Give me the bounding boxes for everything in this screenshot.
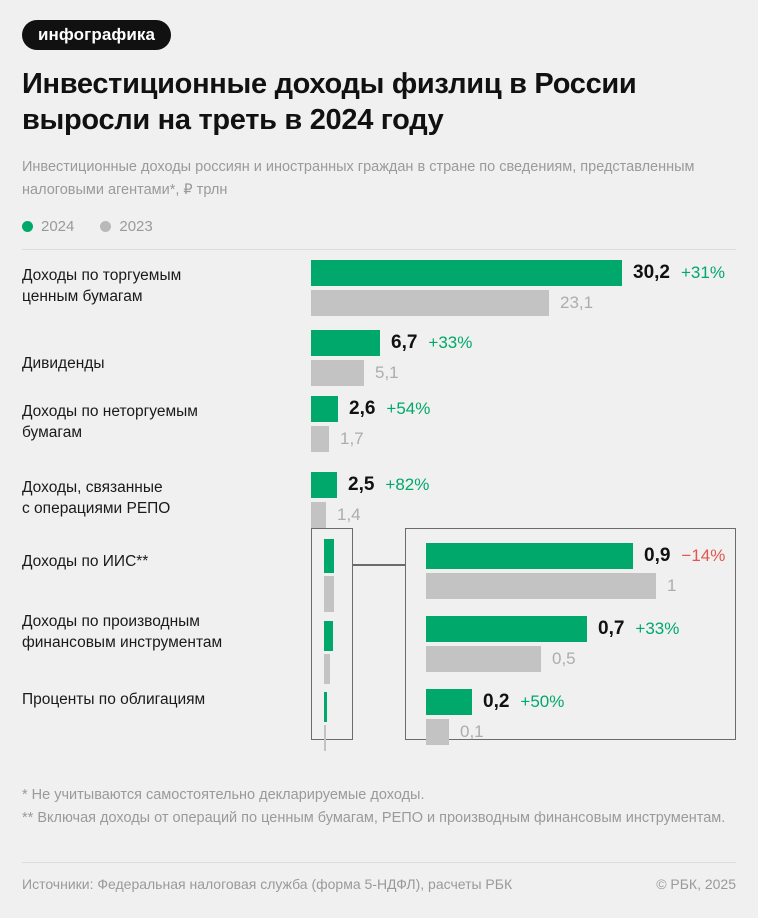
change-badge: −14%: [681, 546, 726, 566]
bar-2023: 1,4: [311, 502, 361, 529]
row-label-line1: Доходы по ИИС**: [22, 553, 149, 571]
row-label-line2: финансовым инструментам: [22, 634, 223, 652]
row-label: Доходы по ИИС**: [22, 552, 302, 573]
bar-2024: 0,2 +50%: [426, 689, 564, 716]
header-divider: [22, 249, 736, 251]
page-subtitle: Инвестиционные доходы россиян и иностран…: [22, 159, 695, 199]
legend-item-2024: 2024: [22, 218, 74, 235]
legend-label-2023: 2023: [119, 218, 153, 236]
bar-2024: 2,6 +54%: [311, 396, 430, 423]
zoom-row-iis: 0,9 −14% 1: [426, 543, 725, 600]
bar-value-2024: 2,6 +54%: [349, 398, 431, 420]
row-label: Дивиденды: [22, 354, 302, 375]
zoom-row-pfi: 0,7 +33% 0,5: [426, 616, 679, 673]
legend-dot-2024-icon: [22, 221, 33, 233]
row-label: Доходы по производным финансовым инструм…: [22, 612, 302, 654]
row-label-line1: Доходы по производным: [22, 613, 200, 631]
bar-value-2024: 30,2 +31%: [633, 262, 725, 284]
bar-value-2024: 6,7 +33%: [391, 332, 473, 354]
badge-row: инфографика: [22, 0, 736, 50]
source-text: Источники: Федеральная налоговая служба …: [22, 876, 513, 892]
bar-value-2023: 1,7: [340, 429, 364, 449]
mini-bar-2024-bond: [324, 692, 327, 723]
change-badge: +82%: [385, 475, 430, 495]
row-label: Доходы по торгуемым ценным бумагам: [22, 266, 302, 308]
bar-value-2024: 0,2 +50%: [483, 691, 565, 713]
magnifier-zoom-box: 0,9 −14% 1 0,7 +33% 0,5: [405, 528, 736, 746]
bar-2023: 1,7: [311, 426, 364, 453]
row-label-line2: с операциями РЕПО: [22, 500, 171, 518]
bar-2024: 0,7 +33%: [426, 616, 679, 643]
bar-value-2023: 23,1: [560, 293, 594, 313]
bar-value-2024: 0,9 −14%: [644, 545, 726, 567]
bar-value-2024: 0,7 +33%: [598, 618, 680, 640]
row-bars: 6,7 +33% 5,1: [311, 330, 472, 387]
bar-value-2023: 1: [667, 576, 677, 596]
row-label-line1: Дивиденды: [22, 355, 105, 373]
legend-dot-2023-icon: [100, 221, 112, 233]
change-badge: +50%: [520, 692, 565, 712]
bar-2024: 2,5 +82%: [311, 472, 429, 499]
change-badge: +33%: [635, 619, 680, 639]
legend-item-2023: 2023: [100, 218, 153, 236]
mini-bar-2024-pfi: [324, 621, 333, 652]
bar-value-2023: 1,4: [337, 505, 361, 525]
bar-value-2023: 0,5: [552, 649, 576, 669]
row-label: Доходы по неторгуемым бумагам: [22, 402, 302, 444]
footnote-2: ** Включая доходы от операций по ценным …: [22, 810, 726, 827]
row-label-line1: Доходы по торгуемым: [22, 267, 182, 285]
bar-2024: 30,2 +31%: [311, 260, 725, 287]
row-bars: 2,6 +54% 1,7: [311, 396, 430, 453]
mini-bar-2023-bond: [324, 725, 326, 752]
row-label-line2: бумагам: [22, 424, 82, 442]
row-label-line1: Проценты по облигациям: [22, 691, 206, 709]
row-label: Доходы, связанные с операциями РЕПО: [22, 478, 302, 520]
zoom-row-bonds: 0,2 +50% 0,1: [426, 689, 656, 746]
row-bars: 30,2 +31% 23,1: [311, 260, 725, 317]
footnote-1: * Не учитываются самостоятельно декларир…: [22, 787, 425, 803]
row-bars: 2,5 +82% 1,4: [311, 472, 429, 529]
footnotes: * Не учитываются самостоятельно декларир…: [22, 784, 738, 831]
change-badge: +31%: [680, 263, 725, 283]
magnifier-source-box: [311, 528, 353, 752]
row-label-line1: Доходы, связанные: [22, 479, 163, 497]
bar-value-2024: 2,5 +82%: [348, 474, 430, 496]
bar-2023: 23,1: [311, 290, 593, 317]
bar-2023: 1: [426, 573, 676, 600]
change-badge: +33%: [428, 333, 473, 353]
bar-2023: 5,1: [311, 360, 399, 387]
bar-2023: 0,5: [426, 646, 576, 673]
source-row: Источники: Федеральная налоговая служба …: [22, 876, 736, 892]
bar-2024: 0,9 −14%: [426, 543, 725, 570]
chart-legend: 2024 2023: [22, 218, 736, 235]
bar-2023: 0,1: [426, 719, 484, 746]
change-badge: +54%: [386, 399, 431, 419]
mini-bar-2024-iis: [324, 539, 334, 574]
legend-label-2024: 2024: [41, 218, 75, 236]
row-label: Проценты по облигациям: [22, 690, 302, 711]
magnifier-connector: [353, 564, 405, 566]
infographic-badge: инфографика: [22, 20, 172, 50]
mini-bar-2023-iis: [324, 576, 334, 613]
row-label-line2: ценным бумагам: [22, 288, 143, 306]
magnifier-zoom-content: 0,9 −14% 1 0,7 +33% 0,5: [426, 543, 725, 746]
bar-2024: 6,7 +33%: [311, 330, 472, 357]
bar-value-2023: 5,1: [375, 363, 399, 383]
bar-value-2023: 0,1: [460, 722, 484, 742]
mini-bar-2023-pfi: [324, 654, 330, 685]
row-label-line1: Доходы по неторгуемым: [22, 403, 198, 421]
copyright-text: © РБК, 2025: [656, 876, 736, 892]
page-title: Инвестиционные доходы физлиц в России вы…: [22, 68, 637, 136]
footer-divider: [22, 862, 736, 863]
